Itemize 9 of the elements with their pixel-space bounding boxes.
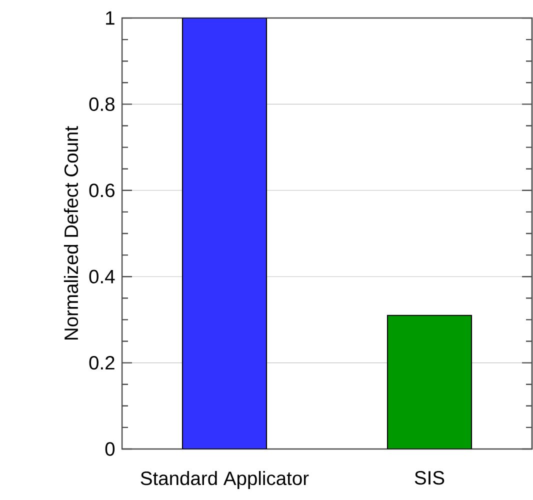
y-tick-label: 1	[106, 11, 114, 25]
y-tick-label: 0.8	[89, 97, 114, 112]
y-tick-label: 0	[105, 442, 115, 456]
y-tick-label: 0.6	[89, 184, 114, 198]
x-tick-label: SIS	[414, 470, 444, 485]
y-tick-label: 0.2	[89, 356, 114, 370]
y-axis-title: Normalized Defect Count	[64, 126, 78, 340]
x-tick-label: Standard Applicator	[140, 471, 309, 489]
y-tick-label: 0.4	[89, 270, 115, 284]
